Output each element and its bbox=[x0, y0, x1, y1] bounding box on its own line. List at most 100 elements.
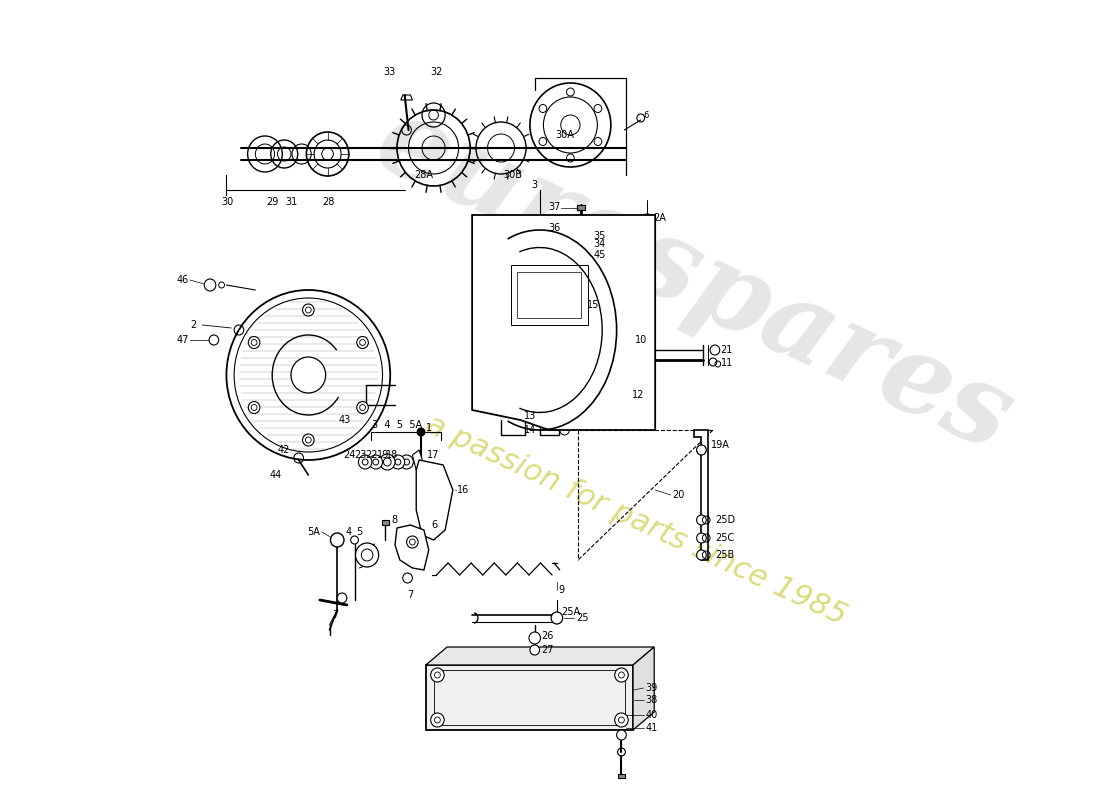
Bar bbox=[510, 265, 587, 325]
Text: 18: 18 bbox=[386, 450, 398, 460]
Polygon shape bbox=[694, 430, 708, 560]
Text: 47: 47 bbox=[176, 335, 189, 345]
Circle shape bbox=[392, 455, 405, 469]
Text: 20: 20 bbox=[672, 490, 685, 500]
Circle shape bbox=[696, 445, 706, 455]
Text: 15: 15 bbox=[587, 300, 600, 310]
Text: 28A: 28A bbox=[415, 170, 433, 180]
Text: 34: 34 bbox=[594, 239, 606, 249]
Text: 10: 10 bbox=[635, 335, 647, 345]
Text: 2: 2 bbox=[190, 320, 197, 330]
Text: 46: 46 bbox=[177, 275, 189, 285]
Text: a passion for parts since 1985: a passion for parts since 1985 bbox=[421, 410, 851, 630]
Text: 35: 35 bbox=[594, 231, 606, 241]
Circle shape bbox=[530, 645, 540, 655]
Text: 5A: 5A bbox=[307, 527, 320, 537]
Text: 11: 11 bbox=[720, 358, 733, 368]
Text: 22: 22 bbox=[365, 450, 377, 460]
Polygon shape bbox=[617, 774, 625, 778]
Text: 45: 45 bbox=[594, 250, 606, 260]
Circle shape bbox=[696, 550, 706, 560]
Text: 42: 42 bbox=[278, 445, 290, 455]
Circle shape bbox=[356, 337, 369, 349]
Text: 44: 44 bbox=[270, 470, 282, 480]
Text: 27: 27 bbox=[541, 645, 554, 655]
Text: 40: 40 bbox=[646, 710, 658, 720]
Text: 33: 33 bbox=[384, 67, 396, 77]
Text: 3: 3 bbox=[531, 180, 538, 190]
Circle shape bbox=[615, 668, 628, 682]
Circle shape bbox=[615, 713, 628, 727]
Circle shape bbox=[431, 668, 444, 682]
Text: 7: 7 bbox=[332, 610, 339, 620]
Circle shape bbox=[400, 455, 414, 469]
Polygon shape bbox=[426, 647, 654, 665]
Text: 21: 21 bbox=[720, 345, 733, 355]
Polygon shape bbox=[632, 647, 654, 730]
Text: 14: 14 bbox=[524, 425, 536, 435]
Bar bbox=[426, 665, 632, 730]
Text: 29: 29 bbox=[266, 197, 278, 207]
Text: 25D: 25D bbox=[715, 515, 735, 525]
Circle shape bbox=[417, 428, 425, 436]
Text: 32: 32 bbox=[431, 67, 443, 77]
Circle shape bbox=[355, 543, 378, 567]
Text: 41: 41 bbox=[646, 723, 658, 733]
Circle shape bbox=[302, 304, 315, 316]
Text: 30: 30 bbox=[221, 197, 234, 207]
Circle shape bbox=[356, 402, 369, 414]
Text: 30B: 30B bbox=[503, 170, 521, 180]
Polygon shape bbox=[412, 450, 424, 470]
Circle shape bbox=[330, 533, 344, 547]
Circle shape bbox=[696, 515, 706, 525]
Text: 13: 13 bbox=[524, 411, 536, 421]
Text: 25: 25 bbox=[576, 613, 588, 623]
Circle shape bbox=[407, 536, 418, 548]
Text: 30A: 30A bbox=[556, 130, 574, 140]
Text: 25B: 25B bbox=[715, 550, 734, 560]
Circle shape bbox=[379, 454, 395, 470]
Bar bbox=[517, 272, 581, 318]
Circle shape bbox=[403, 573, 412, 583]
Polygon shape bbox=[382, 520, 389, 525]
Text: 12: 12 bbox=[632, 390, 645, 400]
Text: 9: 9 bbox=[559, 585, 565, 595]
Circle shape bbox=[617, 730, 626, 740]
Circle shape bbox=[249, 402, 260, 414]
Circle shape bbox=[359, 455, 372, 469]
Circle shape bbox=[529, 632, 540, 644]
Text: 25A: 25A bbox=[561, 607, 580, 617]
Text: eurospares: eurospares bbox=[359, 86, 1028, 474]
Text: 1: 1 bbox=[426, 423, 432, 433]
Text: 3  4  5  5A: 3 4 5 5A bbox=[372, 420, 422, 430]
Text: 39: 39 bbox=[646, 683, 658, 693]
Circle shape bbox=[227, 290, 390, 460]
Text: 17: 17 bbox=[427, 450, 439, 460]
Circle shape bbox=[368, 455, 383, 469]
Text: 26: 26 bbox=[541, 631, 554, 641]
Polygon shape bbox=[578, 205, 585, 210]
Text: 19: 19 bbox=[377, 450, 389, 460]
Text: 6: 6 bbox=[431, 520, 438, 530]
Circle shape bbox=[431, 713, 444, 727]
Polygon shape bbox=[472, 215, 656, 430]
Text: 6: 6 bbox=[644, 110, 649, 119]
Text: 24: 24 bbox=[343, 450, 355, 460]
Text: 16: 16 bbox=[456, 485, 469, 495]
Polygon shape bbox=[416, 460, 453, 540]
Circle shape bbox=[696, 533, 706, 543]
Text: 25C: 25C bbox=[715, 533, 734, 543]
Text: 37: 37 bbox=[549, 202, 561, 212]
Text: 31: 31 bbox=[285, 197, 297, 207]
Circle shape bbox=[249, 337, 260, 349]
Text: 19A: 19A bbox=[711, 440, 730, 450]
Text: 4: 4 bbox=[345, 527, 352, 537]
Text: 38: 38 bbox=[646, 695, 658, 705]
Text: 5: 5 bbox=[356, 527, 363, 537]
Text: 28: 28 bbox=[322, 197, 334, 207]
Text: 8: 8 bbox=[392, 515, 397, 525]
Text: 36: 36 bbox=[549, 223, 561, 233]
Text: 23: 23 bbox=[354, 450, 367, 460]
Circle shape bbox=[338, 593, 346, 603]
Circle shape bbox=[292, 357, 326, 393]
